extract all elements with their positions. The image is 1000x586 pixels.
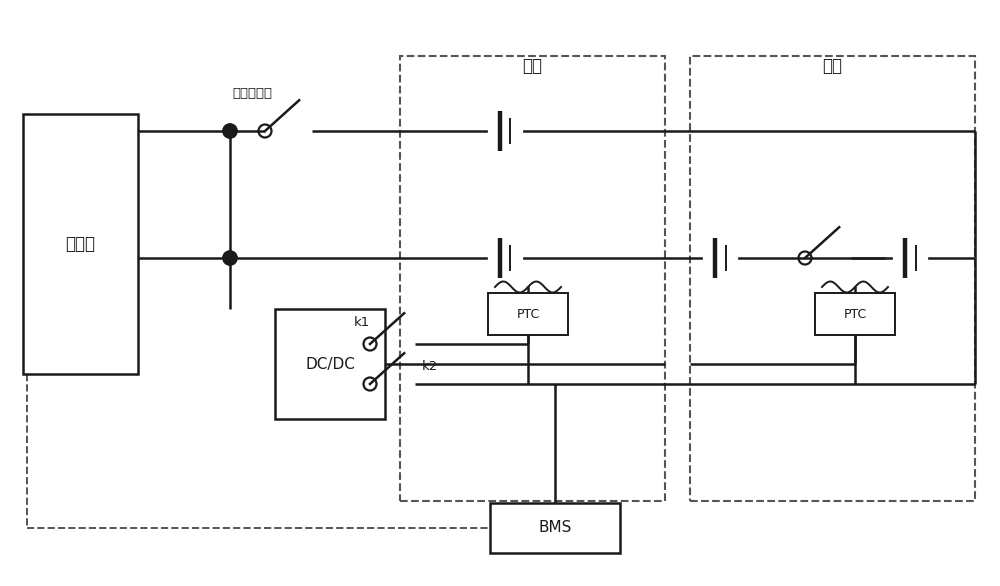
Text: DC/DC: DC/DC (305, 356, 355, 372)
Circle shape (223, 251, 237, 265)
FancyBboxPatch shape (815, 293, 895, 335)
FancyBboxPatch shape (275, 309, 385, 419)
Text: k2: k2 (422, 359, 438, 373)
Text: PTC: PTC (843, 308, 867, 321)
Circle shape (223, 124, 237, 138)
Text: k1: k1 (354, 315, 370, 329)
Text: 充电接触器: 充电接触器 (232, 87, 272, 100)
FancyBboxPatch shape (490, 503, 620, 553)
Text: 前箱: 前箱 (522, 57, 542, 75)
FancyBboxPatch shape (23, 114, 138, 374)
Circle shape (223, 251, 237, 265)
Circle shape (223, 124, 237, 138)
Text: 后箱: 后箱 (822, 57, 842, 75)
FancyBboxPatch shape (488, 293, 568, 335)
Text: BMS: BMS (538, 520, 572, 536)
Text: PTC: PTC (516, 308, 540, 321)
Text: 充电机: 充电机 (65, 235, 95, 253)
